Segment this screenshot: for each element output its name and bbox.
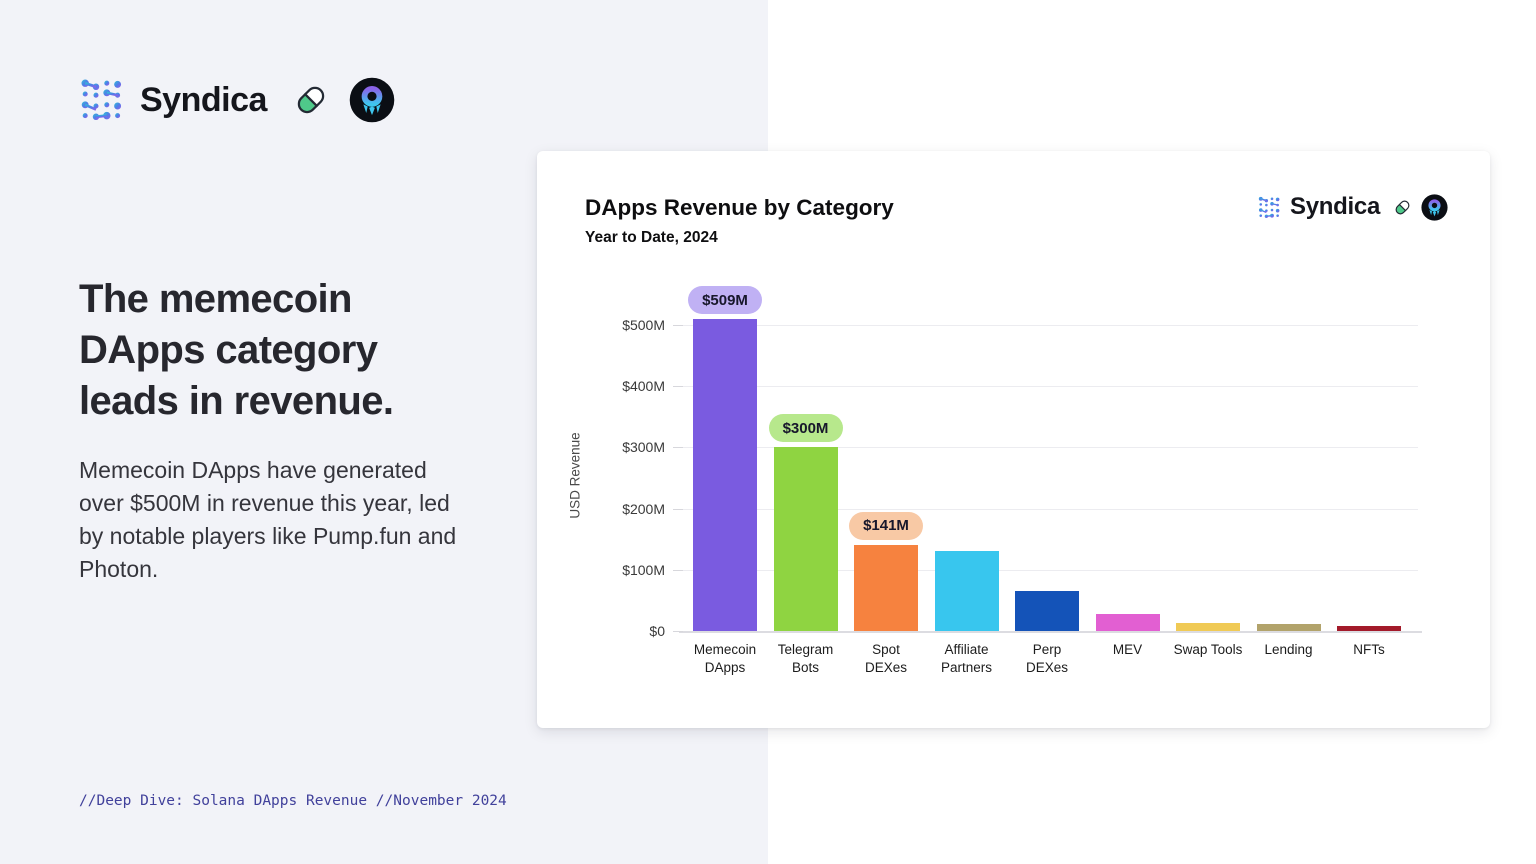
y-tick-mark	[673, 325, 683, 326]
gridline	[683, 386, 1418, 388]
body-paragraph: Memecoin DApps have generated over $500M…	[79, 457, 457, 582]
y-tick-label: $200M	[622, 500, 665, 517]
gridline	[683, 447, 1418, 449]
y-tick-mark	[673, 508, 683, 510]
bar-value-badge: $141M	[849, 511, 923, 540]
y-tick-label: $300M	[622, 439, 665, 456]
header-brand-row: Syndica	[78, 76, 395, 124]
pill-icon	[1395, 200, 1410, 214]
gridline	[683, 508, 1418, 510]
bar-value-badge: $509M	[688, 286, 762, 315]
syndica-logo-icon	[1258, 196, 1280, 218]
footer-caption: //Deep Dive: Solana DApps Revenue //Nove…	[79, 793, 507, 809]
x-category-label: Lending	[1264, 642, 1313, 657]
photon-icon	[349, 77, 395, 123]
bar-nfts	[1337, 626, 1401, 631]
y-tick-mark	[673, 631, 683, 632]
x-category-label: Spot DEXes	[864, 642, 908, 675]
chart-subtitle: Year to Date, 2024	[585, 229, 718, 246]
bar-spot-dexes	[854, 544, 918, 631]
y-axis-label: USD Revenue	[567, 432, 583, 519]
bar-telegram-bots	[773, 447, 838, 631]
bar-memecoin-dapps	[693, 319, 757, 631]
y-tick-label: $100M	[622, 561, 665, 578]
y-tick-label: $400M	[622, 378, 665, 395]
y-tick-mark	[673, 386, 683, 388]
headline: The memecoin DApps category leads in rev…	[79, 277, 394, 423]
x-category-label: Perp DEXes	[1025, 642, 1069, 675]
y-tick-label: $500M	[622, 317, 665, 333]
pill-icon	[297, 86, 325, 114]
photon-icon	[1421, 193, 1448, 221]
x-category-label: Memecoin DApps	[693, 642, 757, 675]
bar-affiliate-partners	[934, 551, 999, 631]
brand-wordmark: Syndica	[1290, 193, 1380, 220]
card-brand-row: Syndica	[1257, 193, 1448, 221]
bar-value-badge: $300M	[768, 414, 843, 443]
syndica-logo-icon	[81, 79, 122, 121]
bar-chart-plot: USD Revenue $0 $100M $200M $300M $400M $500M M…	[537, 151, 1490, 728]
bar-swap-tools	[1176, 623, 1240, 631]
bar-perp-dexes	[1015, 591, 1079, 631]
x-category-label: NFTs	[1353, 642, 1385, 657]
chart-title: DApps Revenue by Category	[585, 195, 894, 220]
brand-wordmark: Syndica	[140, 80, 267, 119]
y-tick-mark	[673, 569, 683, 571]
x-category-label: MEV	[1112, 642, 1143, 657]
bar-mev	[1095, 613, 1160, 631]
y-tick-mark	[673, 447, 683, 449]
x-category-label: Swap Tools	[1173, 642, 1243, 657]
chart-card: DApps Revenue by Category Year to Date, …	[537, 151, 1490, 728]
x-axis-line	[679, 631, 1422, 633]
y-tick-label: $0	[649, 623, 665, 639]
x-category-label: Telegram Bots	[777, 642, 834, 675]
gridline	[683, 325, 1418, 326]
bar-lending	[1256, 624, 1321, 631]
gridline	[683, 569, 1418, 571]
x-category-label: Affiliate Partners	[940, 642, 993, 675]
